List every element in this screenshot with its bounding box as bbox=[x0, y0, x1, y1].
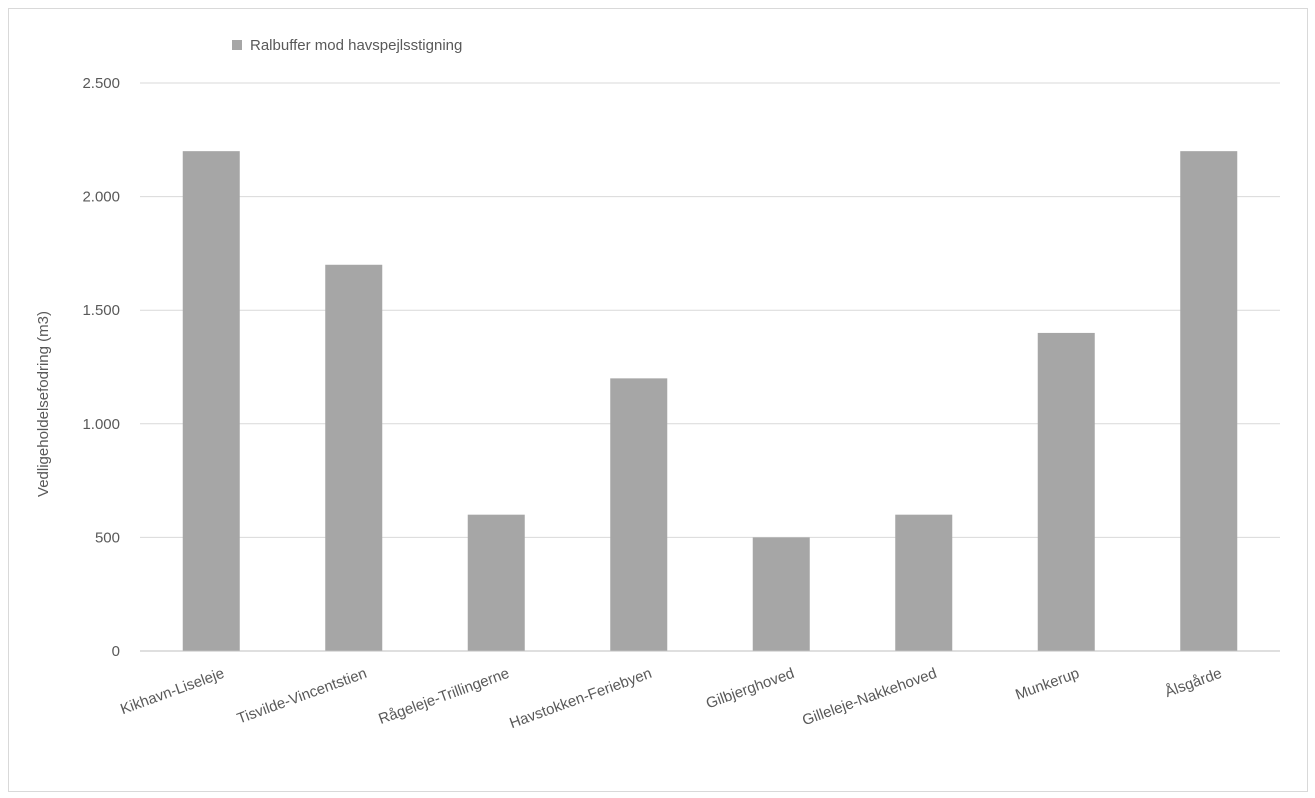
bar bbox=[1180, 151, 1238, 651]
y-axis-label: Vedligeholdelsefodring (m3) bbox=[35, 311, 52, 497]
y-tick-label: 1.500 bbox=[82, 302, 120, 319]
bar bbox=[895, 514, 953, 651]
y-tick-label: 1.000 bbox=[82, 416, 120, 433]
y-tick-label: 500 bbox=[95, 529, 120, 546]
legend: Ralbuffer mod havspejlsstigning bbox=[232, 37, 462, 54]
x-tick-label: Havstokken-Feriebyen bbox=[507, 665, 654, 732]
x-tick-label: Kikhavn-Liseleje bbox=[118, 665, 226, 718]
y-tick-labels: 0 500 1.000 1.500 2.000 2.500 bbox=[82, 75, 120, 660]
bar bbox=[752, 537, 810, 651]
y-tick-label: 2.000 bbox=[82, 189, 120, 206]
x-tick-label: Gilleleje-Nakkehoved bbox=[800, 665, 939, 729]
x-tick-label: Tisvilde-Vincentstien bbox=[235, 665, 369, 728]
y-tick-label: 0 bbox=[112, 643, 120, 660]
x-tick-label: Munkerup bbox=[1013, 665, 1081, 704]
bar bbox=[467, 514, 525, 651]
bar bbox=[610, 378, 668, 651]
y-tick-label: 2.500 bbox=[82, 75, 120, 92]
legend-swatch bbox=[232, 40, 242, 50]
gridlines bbox=[140, 82, 1280, 538]
legend-label: Ralbuffer mod havspejlsstigning bbox=[250, 37, 462, 54]
bars bbox=[182, 151, 1238, 651]
bar bbox=[1037, 332, 1095, 651]
x-tick-label: Gilbjerghoved bbox=[704, 665, 797, 713]
bar bbox=[325, 264, 383, 651]
x-tick-label: Ålsgårde bbox=[1163, 665, 1224, 701]
x-tick-label: Rågeleje-Trillingerne bbox=[376, 665, 511, 728]
bar bbox=[182, 151, 240, 651]
x-tick-labels: Kikhavn-Liseleje Tisvilde-Vincentstien Råg… bbox=[118, 665, 1224, 732]
